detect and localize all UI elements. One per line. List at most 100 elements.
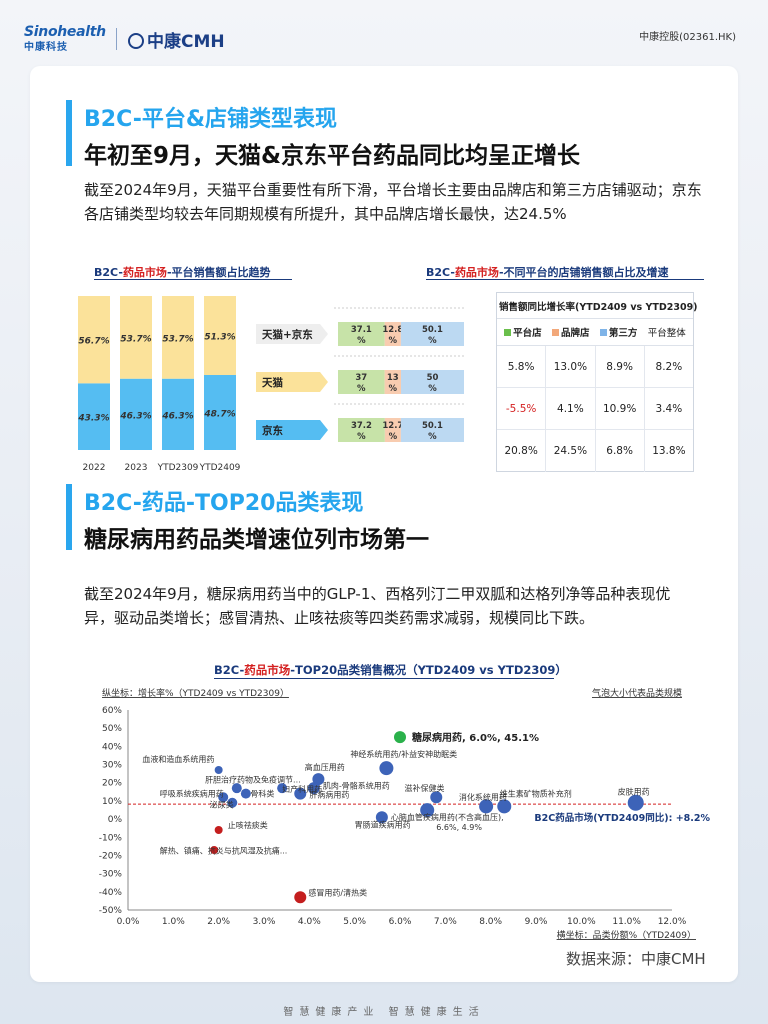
seg-unit: %	[357, 384, 366, 394]
platform-tag-label: 天猫	[262, 376, 283, 389]
chart2-title-post: -不同平台的店铺销售额占比及增速	[498, 266, 669, 279]
x-tick-label: 10.0%	[567, 917, 596, 927]
y-tick-label: 40%	[102, 742, 122, 752]
bubble-label: 高血压用药	[305, 762, 345, 772]
bubble-label: 感冒用药/清热类	[308, 887, 367, 897]
table-cell: -5.5%	[497, 388, 547, 429]
category-bubble-chart: 纵坐标：增长率%（YTD2409 vs YTD2309） 气泡大小代表品类规模 60…	[99, 687, 710, 941]
bubble-肝胆/治疗的药物及免疫调节...	[231, 783, 242, 794]
cmh-logo: 中康CMH	[128, 27, 225, 52]
logo-en: Sinohealth	[24, 24, 106, 40]
bar-京东-YTD2409	[204, 375, 236, 450]
y-tick-label: 20%	[102, 779, 122, 789]
bubble-label: 胃肠道疾病用药	[355, 819, 411, 829]
stock-code: 中康控股(02361.HK)	[639, 32, 736, 43]
x-tick-label: YTD2309	[157, 463, 199, 473]
bubble-血液和造血系统用药	[214, 766, 223, 774]
table-cell: 5.8%	[497, 346, 547, 387]
platform-tag-label: 天猫+京东	[262, 328, 313, 341]
section2-title: B2C-药品-TOP20品类表现	[84, 491, 364, 516]
bubble-皮肤用药	[627, 794, 644, 811]
y-tick-label: 0%	[108, 815, 123, 825]
table-cell: 6.8%	[596, 430, 645, 472]
y-tick-label: 30%	[102, 761, 122, 771]
legend-swatch	[552, 329, 560, 336]
legend-平台整体: 平台整体	[648, 325, 686, 339]
seg-品牌店-京东	[384, 418, 401, 442]
bubble-label: 消化系统用药	[459, 792, 507, 802]
bubble-妇产科用药	[277, 783, 288, 794]
bubble-label: 心脑血管疾病用药(不含高血压),	[391, 812, 504, 822]
cmh-logo-text: 中康CMH	[147, 32, 225, 52]
bubble-胃肠道疾病用药	[375, 811, 388, 824]
bubble-label: 6.6%, 4.9%	[436, 823, 482, 832]
section1-accent-bar	[66, 100, 72, 166]
growth-table-rows: 5.8% 13.0% 8.9% 8.2% -5.5% 4.1% 10.9% 3.4% 20.8%…	[497, 346, 693, 472]
section2-paragraph: 截至2024年9月，糖尿病用药当中的GLP-1、西格列汀二甲双胍和达格列净等品种…	[84, 585, 671, 627]
bar-label: 56.7%	[78, 337, 109, 347]
seg-第三方-天猫+京东	[400, 322, 464, 346]
x-tick-label: 9.0%	[525, 917, 548, 927]
chart3-title-underline	[214, 678, 554, 679]
bar-label: 53.7%	[120, 334, 151, 344]
chart1-title-pre: B2C-	[94, 266, 123, 279]
bubble-label: 止咳祛痰类	[228, 820, 268, 830]
table-cell: 13.8%	[652, 445, 686, 457]
chart1-title-red: 药品市场	[122, 266, 167, 279]
section2-subtitle: 糖尿病用药品类增速位列市场第一	[84, 527, 429, 553]
chart3-title-red: 药品市场	[244, 663, 291, 677]
legend-text: 第三方	[608, 328, 638, 339]
table-row: -5.5% 4.1% 10.9% 3.4%	[497, 388, 693, 430]
bar-label: 46.3%	[119, 411, 151, 421]
y-tick-label: 50%	[102, 724, 122, 734]
seg-value: 13	[387, 373, 399, 383]
bubble-label: 皮肤用药	[618, 787, 650, 797]
chart2-title-underline	[426, 279, 704, 280]
table-cell: 13.0%	[546, 346, 596, 387]
y-tick-label: -10%	[99, 833, 123, 843]
bar-label: 48.7%	[203, 410, 235, 420]
bubble-label: 维生素矿物质补充剂	[500, 788, 572, 798]
bubble-label: 骨科类	[250, 788, 274, 798]
bubble-size-note: 气泡大小代表品类规模	[592, 687, 682, 699]
x-tick-label: 8.0%	[479, 917, 502, 927]
bubble-维生素矿物质补充剂	[497, 799, 512, 814]
bubble-骨科类	[240, 788, 251, 799]
bubble-呼吸系统疾病用药	[218, 792, 229, 803]
x-tick-label: 11.0%	[612, 917, 641, 927]
x-tick-label: 6.0%	[389, 917, 412, 927]
bar-label: 46.3%	[161, 411, 193, 421]
bar-label: 53.7%	[162, 334, 193, 344]
bubble-label: 神经系统用药/补益安神助眠类	[350, 749, 457, 759]
legend-text: 品牌店	[561, 328, 590, 339]
seg-品牌店-天猫	[384, 370, 401, 394]
seg-平台店-天猫	[338, 370, 385, 394]
x-tick-label: YTD2409	[199, 463, 241, 473]
bar-天猫-2022	[78, 296, 110, 384]
seg-第三方-京东	[400, 418, 464, 442]
seg-value: 50	[427, 373, 439, 383]
chart1-title-post: -平台销售额占比趋势	[166, 266, 271, 279]
section1-subtitle: 年初至9月，天猫&京东平台药品同比均呈正增长	[84, 143, 581, 169]
y-tick-label: 10%	[102, 797, 122, 807]
seg-unit: %	[428, 432, 437, 442]
legend-text: 平台整体	[647, 328, 686, 339]
highlight-label: 糖尿病用药, 6.0%, 45.1%	[412, 731, 539, 744]
platform-tag-天猫: 天猫	[256, 372, 328, 392]
seg-value: 50.1	[422, 325, 443, 335]
bubble-止咳祛痰类	[214, 826, 223, 834]
table-row: 20.8% 24.5% 6.8% 13.8%	[497, 430, 693, 472]
section1-paragraph: 截至2024年9月，天猫平台重要性有所下滑，平台增长主要由品牌店和第三方店铺驱动…	[84, 181, 702, 223]
legend-text: 平台店	[513, 328, 542, 339]
bubble-label: 肝病病用药	[309, 789, 349, 799]
bubble-label: 泌尿类	[210, 799, 234, 809]
y-tick-label: 60%	[102, 706, 122, 716]
seg-unit: %	[389, 432, 398, 442]
seg-unit: %	[389, 336, 398, 346]
chart1-title-underline	[94, 279, 292, 280]
y-tick-label: -30%	[99, 870, 123, 880]
logo-divider	[116, 28, 117, 50]
bar-京东-2023	[120, 378, 152, 450]
y-tick-label: -40%	[99, 888, 123, 898]
growth-table-box: 销售额同比增长率(YTD2409 vs YTD2309) 平台店 品牌店 第三方 平台…	[496, 292, 698, 472]
